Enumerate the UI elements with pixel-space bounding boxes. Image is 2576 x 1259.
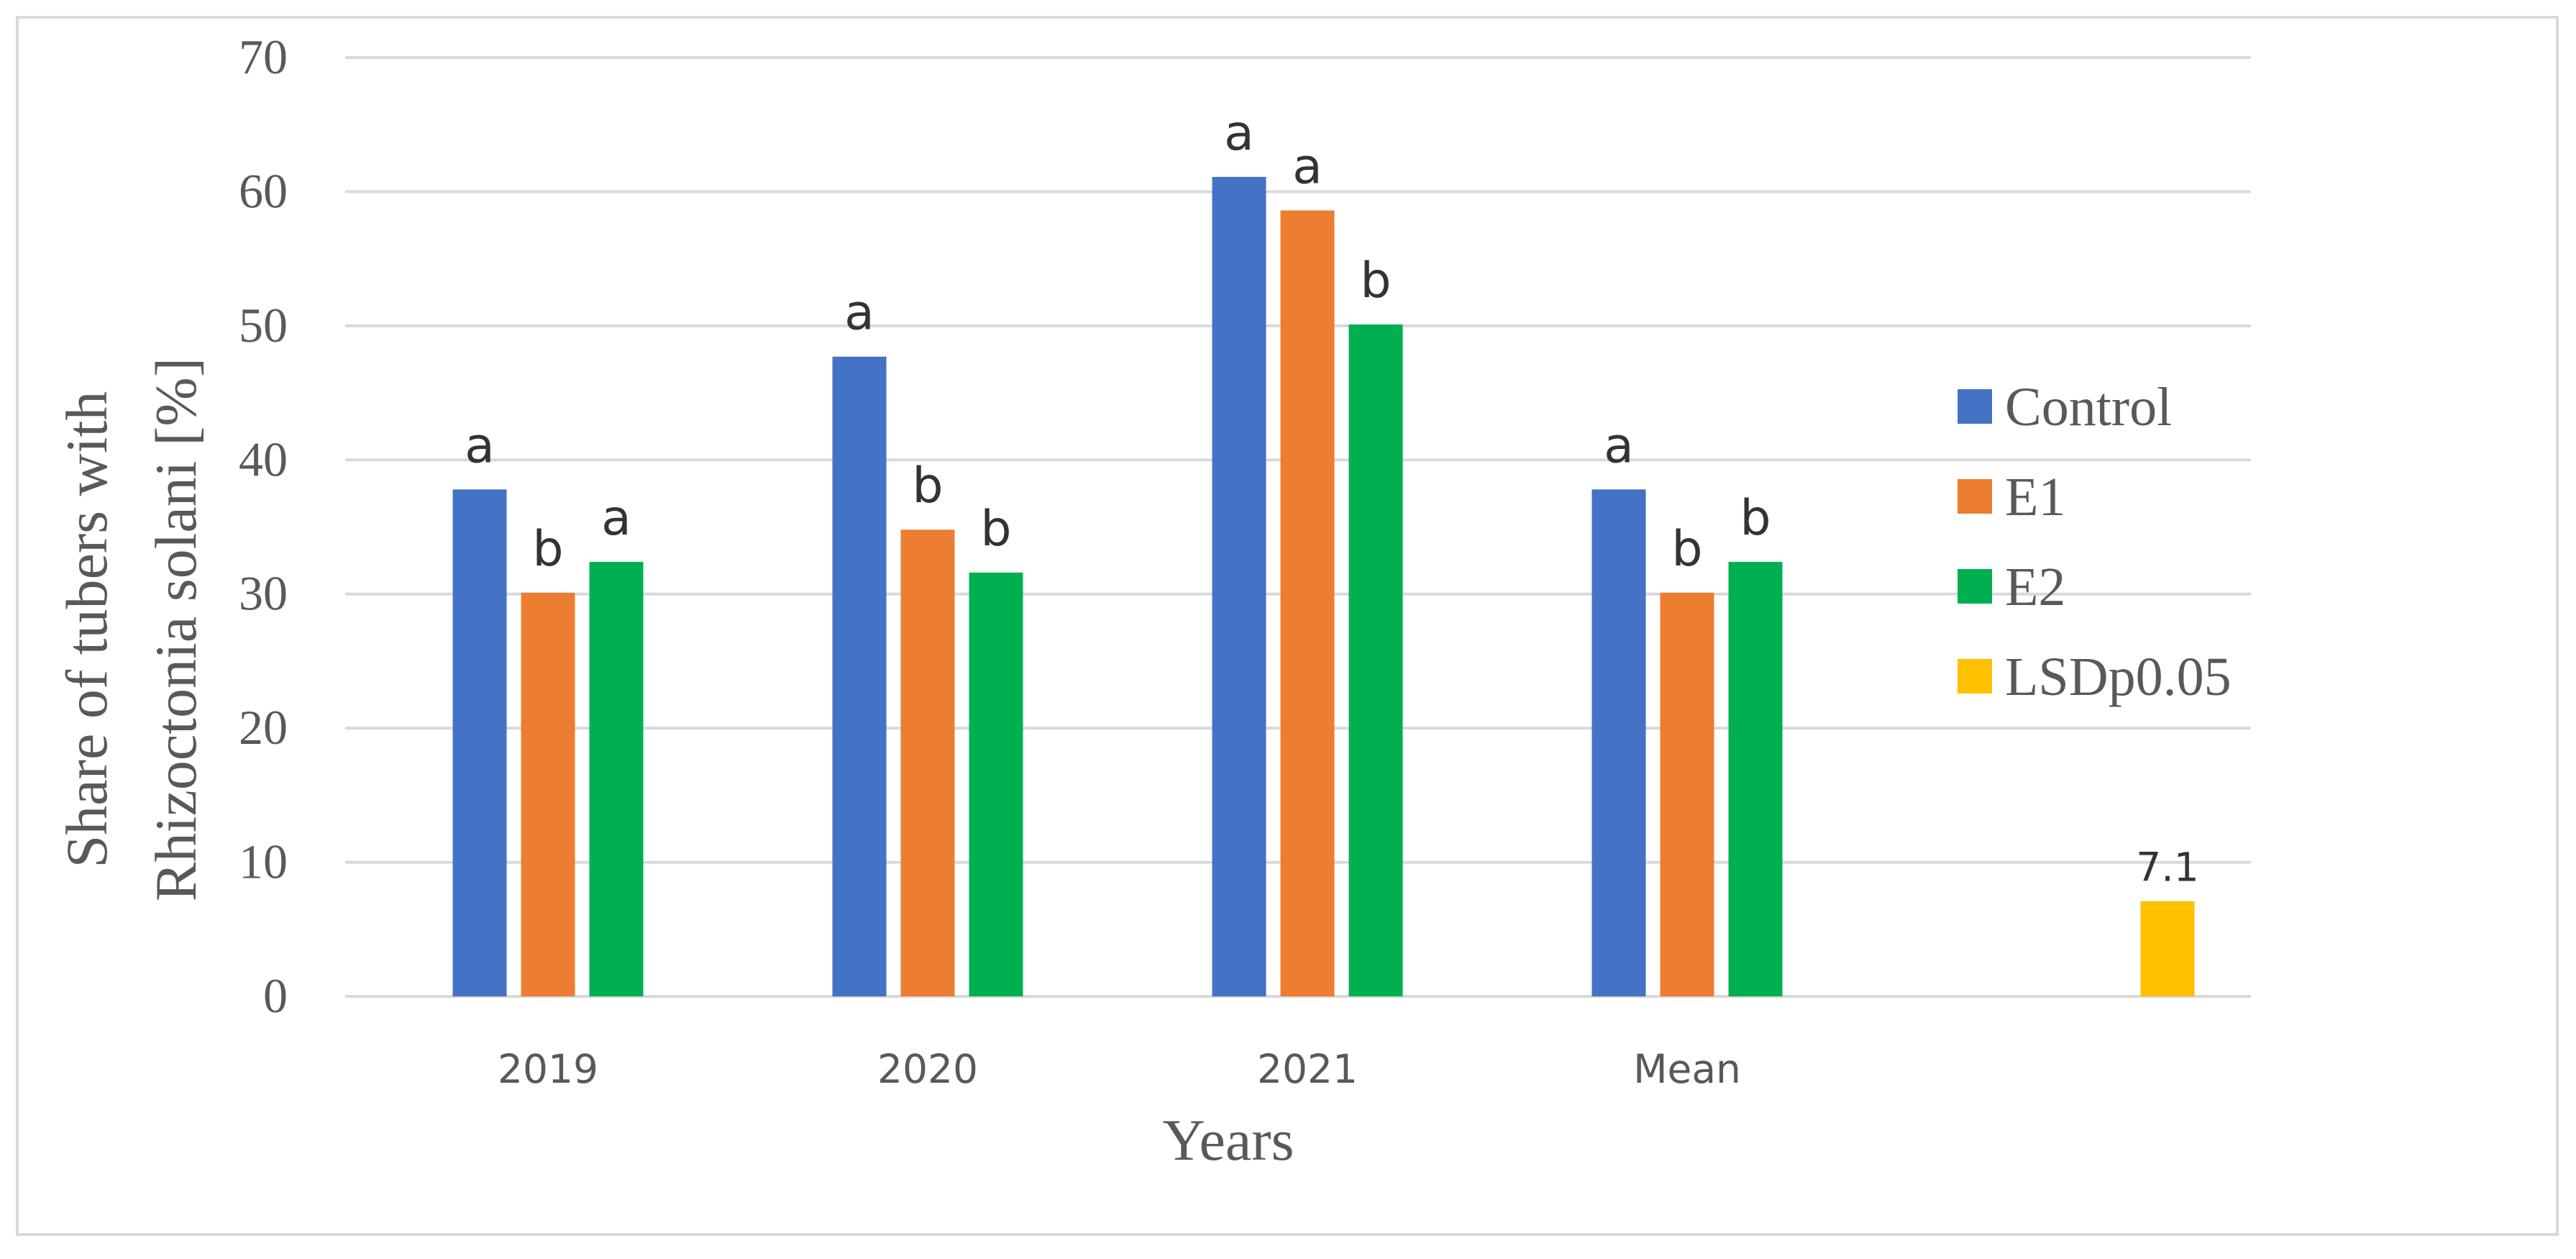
x-axis-title: Years: [1162, 1107, 1294, 1173]
bar-e1: [521, 592, 575, 996]
x-category-label: 2020: [877, 1046, 978, 1092]
bar-control: [452, 489, 507, 996]
x-category-label: Mean: [1633, 1046, 1741, 1092]
significance-letter: b: [980, 501, 1011, 558]
legend-swatch: [1958, 479, 1992, 514]
y-tick-label: 10: [239, 835, 288, 889]
significance-letter: a: [465, 417, 495, 474]
bar-control: [832, 356, 887, 996]
bar-e1: [1280, 210, 1335, 996]
significance-letter: b: [532, 521, 563, 578]
significance-letter: a: [1604, 417, 1634, 474]
x-category-label: 2021: [1257, 1046, 1358, 1092]
y-tick-label: 40: [239, 432, 288, 486]
x-category-label: 2019: [498, 1046, 598, 1092]
legend-swatch: [1958, 389, 1992, 424]
legend-label: LSDp0.05: [2005, 647, 2232, 707]
legend-label: E1: [2005, 467, 2065, 527]
bar-e2: [1728, 561, 1783, 996]
significance-letter: a: [844, 285, 874, 342]
legend-label: Control: [2005, 377, 2172, 437]
data-label: 7.1: [2136, 845, 2198, 891]
y-axis-ticks: 0 10 20 30 40 50 60 70: [239, 29, 288, 1023]
y-tick-label: 30: [239, 566, 288, 621]
bars: [452, 176, 2195, 997]
legend: Control E1 E2 LSDp0.05: [1958, 377, 2232, 707]
significance-letter: b: [1360, 253, 1391, 309]
y-axis-title-line-1: Share of tubers with: [54, 391, 119, 868]
significance-letter: a: [1224, 105, 1254, 162]
bar-e2: [969, 572, 1023, 996]
bar-lsdp0-05: [2140, 901, 2195, 996]
y-axis-title-line-2: Rhizoctonia solani [%]: [143, 358, 209, 901]
y-tick-label: 0: [263, 968, 288, 1023]
y-tick-label: 70: [239, 29, 288, 84]
y-tick-label: 60: [239, 163, 288, 218]
legend-label: E2: [2005, 557, 2065, 617]
significance-letter: a: [1292, 139, 1323, 196]
y-axis-title: Share of tubers with Rhizoctonia solani …: [54, 358, 209, 901]
legend-swatch: [1958, 659, 1992, 694]
significance-letter: b: [1740, 490, 1771, 547]
significance-letter: a: [601, 490, 631, 547]
bar-control: [1212, 176, 1266, 997]
bar-e2: [589, 561, 644, 996]
y-tick-label: 20: [239, 700, 288, 755]
y-tick-label: 50: [239, 298, 288, 353]
bar-e1: [1660, 592, 1714, 996]
significance-letter: b: [912, 458, 943, 514]
x-axis-categories: 2019 2020 2021 Mean: [498, 1046, 1741, 1092]
legend-swatch: [1958, 569, 1992, 604]
bar-e1: [900, 529, 955, 996]
bar-control: [1591, 489, 1646, 996]
bar-e2: [1348, 324, 1403, 996]
significance-letter: b: [1671, 521, 1702, 578]
